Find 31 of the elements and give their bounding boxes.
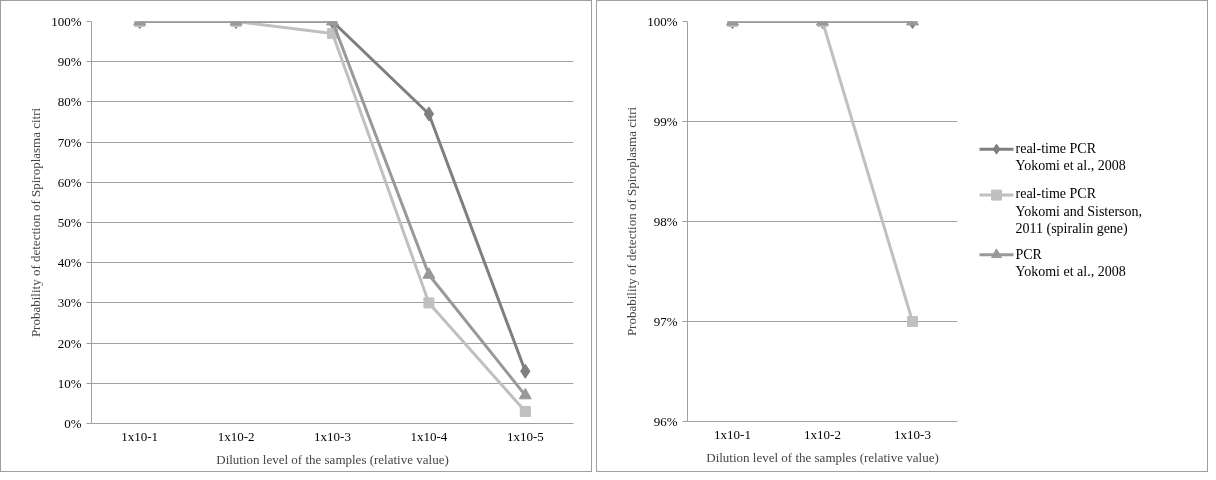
y-tick-label: 70% bbox=[57, 134, 82, 150]
x-tick-label: 1x10-4 bbox=[410, 428, 448, 444]
y-tick-label: 40% bbox=[57, 255, 82, 271]
y-tick-label: 99% bbox=[653, 114, 678, 129]
legend-label: real-time PCR Yokomi et al., 2008 bbox=[1015, 141, 1126, 174]
y-tick-label: 97% bbox=[653, 314, 678, 329]
x-axis-title: Dilution level of the samples (relative value) bbox=[216, 451, 449, 467]
y-tick-label: 30% bbox=[57, 295, 82, 311]
y-tick-label: 96% bbox=[653, 414, 678, 429]
x-tick-label: 1x10-3 bbox=[894, 426, 931, 442]
x-tick-label: 1x10-3 bbox=[314, 428, 351, 444]
legend-label: PCR Yokomi et al., 2008 bbox=[1015, 246, 1126, 279]
x-tick-label: 1x10-1 bbox=[714, 426, 751, 442]
x-tick-label: 1x10-2 bbox=[217, 428, 255, 444]
y-axis-title: Probability of detection of Spiroplasma citri bbox=[28, 107, 44, 338]
y-tick-label: 100% bbox=[51, 14, 82, 29]
x-tick-label: 1x10-1 bbox=[121, 428, 159, 444]
y-tick-label: 0% bbox=[64, 416, 82, 431]
x-tick-label: 1x10-2 bbox=[804, 426, 841, 442]
y-tick-label: 20% bbox=[57, 335, 82, 351]
y-tick-label: 10% bbox=[57, 375, 82, 391]
x-tick-label: 1x10-5 bbox=[506, 428, 544, 444]
y-tick-label: 100% bbox=[647, 14, 678, 29]
x-axis-title: Dilution level of the samples (relative value) bbox=[706, 449, 939, 465]
y-tick-label: 80% bbox=[57, 94, 82, 110]
y-tick-label: 90% bbox=[57, 54, 82, 70]
y-tick-label: 98% bbox=[653, 214, 678, 229]
y-axis-title: Probability of detection of Spiroplasma citri bbox=[624, 106, 640, 337]
y-tick-label: 60% bbox=[57, 174, 82, 190]
legend-label: real-time PCR Yokomi and Sisterson, 2011 (spiralin gene) bbox=[1015, 186, 1143, 237]
y-tick-label: 50% bbox=[57, 215, 82, 230]
